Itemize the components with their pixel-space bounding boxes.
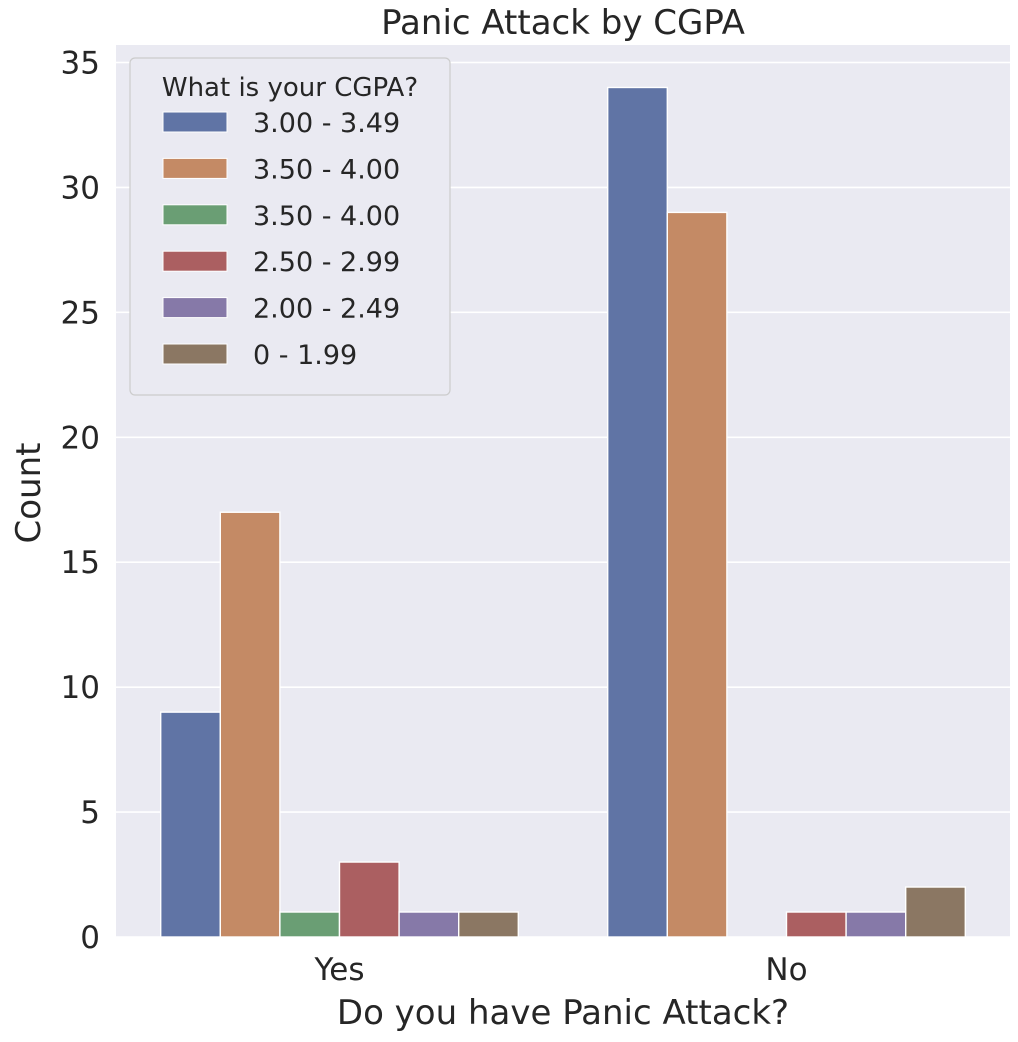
y-tick-label: 5 (80, 795, 100, 831)
legend-title: What is your CGPA? (162, 73, 418, 103)
bar (607, 86, 669, 938)
legend-label: 2.00 - 2.49 (253, 294, 400, 325)
legend: What is your CGPA? 3.00 - 3.49 3.50 - 4.0… (129, 57, 451, 396)
y-tick-label: 25 (61, 295, 100, 331)
legend-swatch (162, 343, 228, 365)
legend-label: 0 - 1.99 (253, 340, 357, 371)
x-tick-label: Yes (313, 952, 364, 988)
y-tick-label: 0 (80, 920, 100, 956)
legend-label: 3.50 - 4.00 (253, 154, 400, 185)
bar (159, 711, 221, 938)
bar (458, 911, 520, 938)
bar (785, 911, 847, 938)
y-axis-label: Count (9, 443, 49, 544)
bar (666, 211, 728, 938)
y-tick-label: 15 (61, 545, 100, 581)
y-ticks: 0 5 10 15 20 25 30 35 (61, 45, 100, 956)
legend-swatch (162, 297, 228, 319)
legend-label: 3.00 - 3.49 (253, 108, 400, 139)
y-tick-label: 35 (61, 45, 100, 81)
y-tick-label: 30 (61, 170, 100, 206)
x-tick-label: No (765, 952, 807, 988)
x-axis-label: Do you have Panic Attack? (337, 993, 789, 1033)
bar (845, 911, 907, 938)
y-tick-label: 20 (61, 420, 100, 456)
legend-swatch (162, 157, 228, 179)
y-tick-label: 10 (61, 670, 100, 706)
x-ticks: Yes No (313, 952, 807, 988)
bar (279, 911, 341, 938)
bars-layer (159, 86, 967, 938)
legend-label: 3.50 - 4.00 (253, 201, 400, 232)
legend-entries: 3.00 - 3.49 3.50 - 4.00 3.50 - 4.00 2.50 - … (162, 108, 400, 371)
bar (398, 911, 460, 938)
bar (905, 886, 967, 938)
bar (219, 511, 281, 938)
bar (338, 861, 400, 938)
legend-label: 2.50 - 2.99 (253, 247, 400, 278)
legend-swatch (162, 204, 228, 226)
chart-title: Panic Attack by CGPA (381, 3, 745, 43)
legend-swatch (162, 111, 228, 133)
legend-swatch (162, 250, 228, 272)
